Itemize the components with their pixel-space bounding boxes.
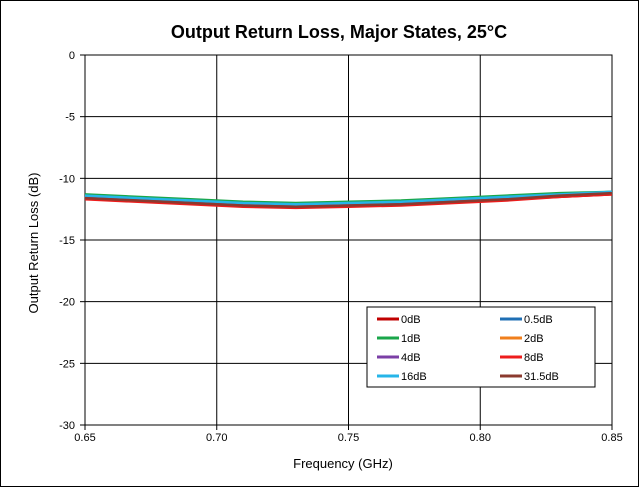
y-tick-label-4: -20: [59, 297, 75, 309]
legend-label-6: 16dB: [401, 371, 427, 383]
x-axis-title: Frequency (GHz): [293, 456, 393, 471]
chart-title: Output Return Loss, Major States, 25°C: [171, 22, 507, 42]
y-tick-label-1: -5: [65, 112, 75, 124]
y-tick-label-0: 0: [69, 50, 75, 62]
y-tick-label-3: -15: [59, 235, 75, 247]
legend-label-5: 8dB: [524, 352, 544, 364]
x-tick-label-0: 0.65: [74, 432, 95, 444]
legend-label-1: 0.5dB: [524, 314, 553, 326]
legend-box: [366, 306, 596, 388]
y-tick-label-5: -25: [59, 358, 75, 370]
series-line-7: [84, 191, 613, 208]
y-axis-title: Output Return Loss (dB): [26, 173, 41, 314]
x-tick-label-1: 0.70: [206, 432, 227, 444]
legend-label-7: 31.5dB: [524, 371, 559, 383]
legend-label-3: 2dB: [524, 333, 544, 345]
y-tick-label-2: -10: [59, 173, 75, 185]
legend-label-4: 4dB: [401, 352, 421, 364]
series-line-6: [84, 190, 613, 206]
x-tick-label-2: 0.75: [338, 432, 359, 444]
legend: 0dB 0.5dB 1dB 2dB 4dB 8dB 16dB 31.5dB: [366, 306, 596, 388]
x-tick-label-4: 0.85: [601, 432, 622, 444]
y-tick-label-6: -30: [59, 420, 75, 432]
legend-label-0: 0dB: [401, 314, 421, 326]
x-tick-label-3: 0.80: [470, 432, 491, 444]
plot-area: 0.65 0.70 0.75 0.80 0.85 0 -5 -10 -15 -20 -25 -30: [59, 50, 623, 444]
legend-label-2: 1dB: [401, 333, 421, 345]
